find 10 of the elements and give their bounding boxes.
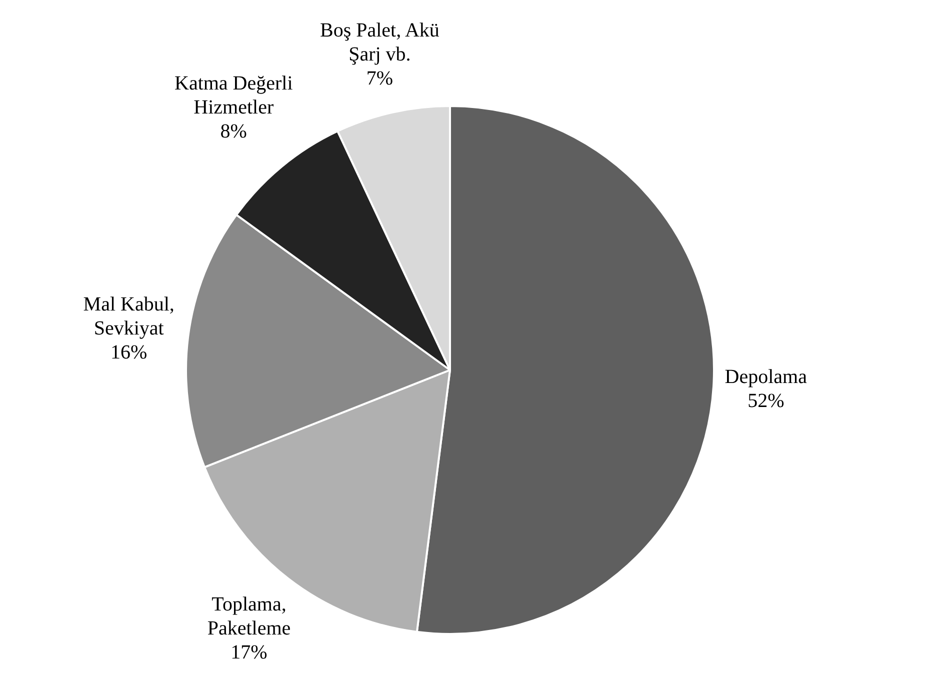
slice-label: Toplama, Paketleme: [207, 593, 291, 640]
data-label: 17%: [230, 641, 268, 664]
slice-label: Mal Kabul, Sevkiyat: [83, 294, 174, 340]
data-label: 16%: [110, 342, 148, 364]
data-label: 52%: [748, 390, 784, 412]
data-label: 7%: [366, 68, 394, 90]
slice-label: Depolama: [724, 366, 808, 388]
slice-label: Boş Palet, Akü Şarj vb.: [320, 20, 440, 66]
data-label: 8%: [220, 120, 247, 143]
slice-label: Katma Değerli Hizmetler: [174, 72, 294, 119]
